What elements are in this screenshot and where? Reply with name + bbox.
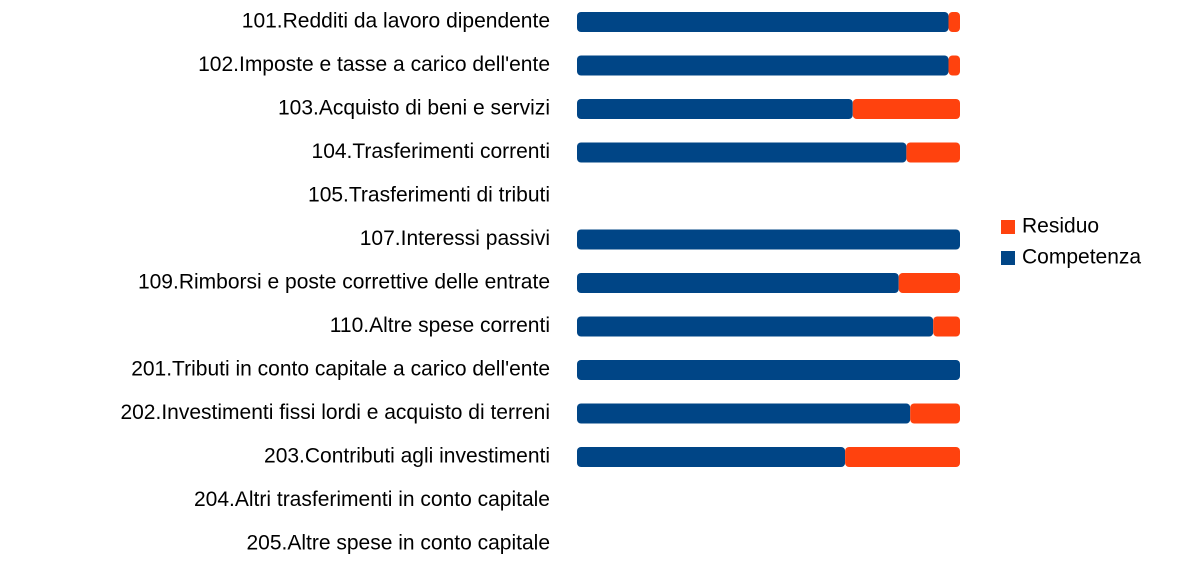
bar-segment xyxy=(906,142,960,163)
y-tick-label: 203.Contributi agli investimenti xyxy=(264,445,550,468)
legend-swatch xyxy=(1001,251,1015,265)
bar-segment xyxy=(577,447,846,467)
y-tick-label: 104.Trasferimenti correnti xyxy=(312,140,550,163)
bar-segment xyxy=(948,12,960,32)
y-tick-label: 105.Trasferimenti di tributi xyxy=(308,184,550,207)
bar-segment xyxy=(910,403,960,424)
bar-segment xyxy=(577,229,960,250)
y-tick-label: 102.Imposte e tasse a carico dell'ente xyxy=(198,53,550,76)
bar-segment xyxy=(845,447,960,467)
bar-segment xyxy=(933,316,960,337)
bar-segment xyxy=(577,12,949,32)
bar-segment xyxy=(577,360,960,380)
legend-label: Residuo xyxy=(1022,215,1099,238)
y-tick-label: 204.Altri trasferimenti in conto capital… xyxy=(194,488,550,511)
bar-segment xyxy=(577,99,853,119)
bar-segment xyxy=(948,55,960,76)
bar-segment xyxy=(898,273,960,293)
y-tick-label: 202.Investimenti fissi lordi e acquisto … xyxy=(120,401,550,424)
bar-segment xyxy=(577,273,899,293)
y-tick-label: 101.Redditi da lavoro dipendente xyxy=(242,10,550,33)
bar-segment xyxy=(577,403,911,424)
y-tick-label: 205.Altre spese in conto capitale xyxy=(246,532,550,555)
bar-segment xyxy=(577,142,907,163)
y-tick-label: 201.Tributi in conto capitale a carico d… xyxy=(131,358,550,381)
legend-label: Competenza xyxy=(1022,246,1141,269)
bar-segment xyxy=(577,55,949,76)
y-tick-label: 103.Acquisto di beni e servizi xyxy=(278,97,550,120)
y-tick-label: 107.Interessi passivi xyxy=(360,227,550,250)
bar-segment xyxy=(577,316,934,337)
y-tick-label: 110.Altre spese correnti xyxy=(330,314,550,337)
legend-swatch xyxy=(1001,220,1015,234)
y-tick-label: 109.Rimborsi e poste correttive delle en… xyxy=(138,271,550,294)
bar-segment xyxy=(852,99,960,119)
